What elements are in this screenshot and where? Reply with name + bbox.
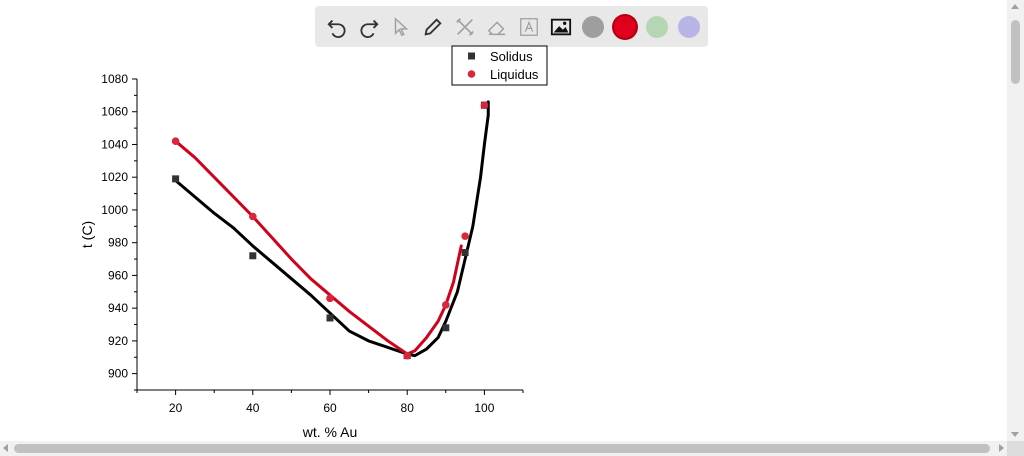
color-swatch — [646, 15, 668, 38]
vertical-scroll-thumb[interactable] — [1011, 20, 1020, 84]
select-button[interactable] — [385, 11, 417, 43]
y-tick-label: 1000 — [101, 203, 128, 217]
y-tick-label: 980 — [108, 236, 128, 250]
undo-button[interactable] — [321, 11, 353, 43]
eraser-icon — [487, 20, 506, 35]
y-tick-label: 1040 — [101, 137, 128, 151]
scroll-left-icon[interactable] — [3, 444, 8, 452]
x-tick-label: 100 — [474, 401, 494, 415]
x-tick-label: 60 — [323, 401, 337, 415]
y-tick-label: 1020 — [101, 170, 128, 184]
annotation-curve-2 — [174, 139, 463, 356]
y-axis-label: t (C) — [79, 221, 95, 248]
vertical-scrollbar[interactable] — [1007, 0, 1024, 441]
solidus-point — [326, 314, 334, 322]
x-tick-label: 20 — [169, 401, 183, 415]
pointer-icon — [394, 16, 409, 36]
legend-marker-liquidus — [467, 70, 476, 78]
eraser-button[interactable] — [481, 11, 513, 43]
horizontal-scrollbar[interactable] — [0, 441, 1007, 456]
color-swatch — [614, 15, 636, 38]
color-swatch — [582, 15, 604, 38]
y-tick-label: 1060 — [101, 105, 128, 119]
y-tick-label: 900 — [108, 367, 128, 381]
redo-icon — [360, 19, 379, 38]
solidus-point — [249, 252, 257, 260]
color-green-swatch[interactable] — [641, 11, 673, 43]
solidus-point — [461, 249, 469, 257]
scroll-right-icon[interactable] — [999, 444, 1004, 452]
color-red-swatch[interactable] — [609, 11, 641, 43]
x-tick-label: 40 — [246, 401, 260, 415]
color-gray-swatch[interactable] — [577, 11, 609, 43]
liquidus-point — [403, 351, 412, 360]
liquidus-point — [249, 212, 257, 221]
tools-icon — [456, 17, 474, 36]
scroll-up-icon[interactable] — [1011, 4, 1019, 9]
y-tick-label: 920 — [108, 334, 128, 348]
y-tick-label: 940 — [108, 301, 128, 315]
undo-icon — [327, 19, 346, 38]
y-tick-label: 960 — [108, 268, 128, 282]
legend-label: Liquidus — [490, 67, 539, 82]
liquidus-point — [326, 294, 334, 303]
drawing-toolbar — [315, 6, 708, 47]
x-tick-label: 80 — [401, 401, 415, 415]
pencil-button[interactable] — [417, 11, 449, 43]
phase-diagram-chart: 900 920 940 960 980 1000 1020 1040 1060 1080 20 40 6… — [79, 45, 548, 440]
redo-button[interactable] — [353, 11, 385, 43]
scroll-down-icon[interactable] — [1011, 432, 1019, 437]
liquidus-point — [461, 232, 469, 240]
solidus-point — [172, 175, 180, 183]
text-icon — [520, 17, 538, 36]
liquidus-point — [480, 101, 489, 109]
solidus-point — [442, 324, 450, 332]
color-swatch — [678, 15, 700, 38]
image-button[interactable] — [545, 11, 577, 43]
tools-button[interactable] — [449, 11, 481, 43]
color-purple-swatch[interactable] — [673, 11, 705, 43]
pencil-icon — [424, 17, 442, 36]
legend-label: Solidus — [490, 49, 533, 64]
image-icon — [550, 18, 572, 35]
legend-marker-solidus — [468, 52, 475, 60]
y-tick-label: 1080 — [101, 72, 128, 86]
x-axis-label: wt. % Au — [302, 424, 357, 440]
scrollbar-corner — [1007, 441, 1024, 456]
annotation-curve-1 — [174, 100, 490, 358]
legend-box — [451, 45, 548, 86]
liquidus-point — [442, 301, 450, 309]
horizontal-scroll-thumb[interactable] — [14, 444, 990, 453]
liquidus-point — [171, 137, 180, 145]
text-button[interactable] — [513, 11, 545, 43]
